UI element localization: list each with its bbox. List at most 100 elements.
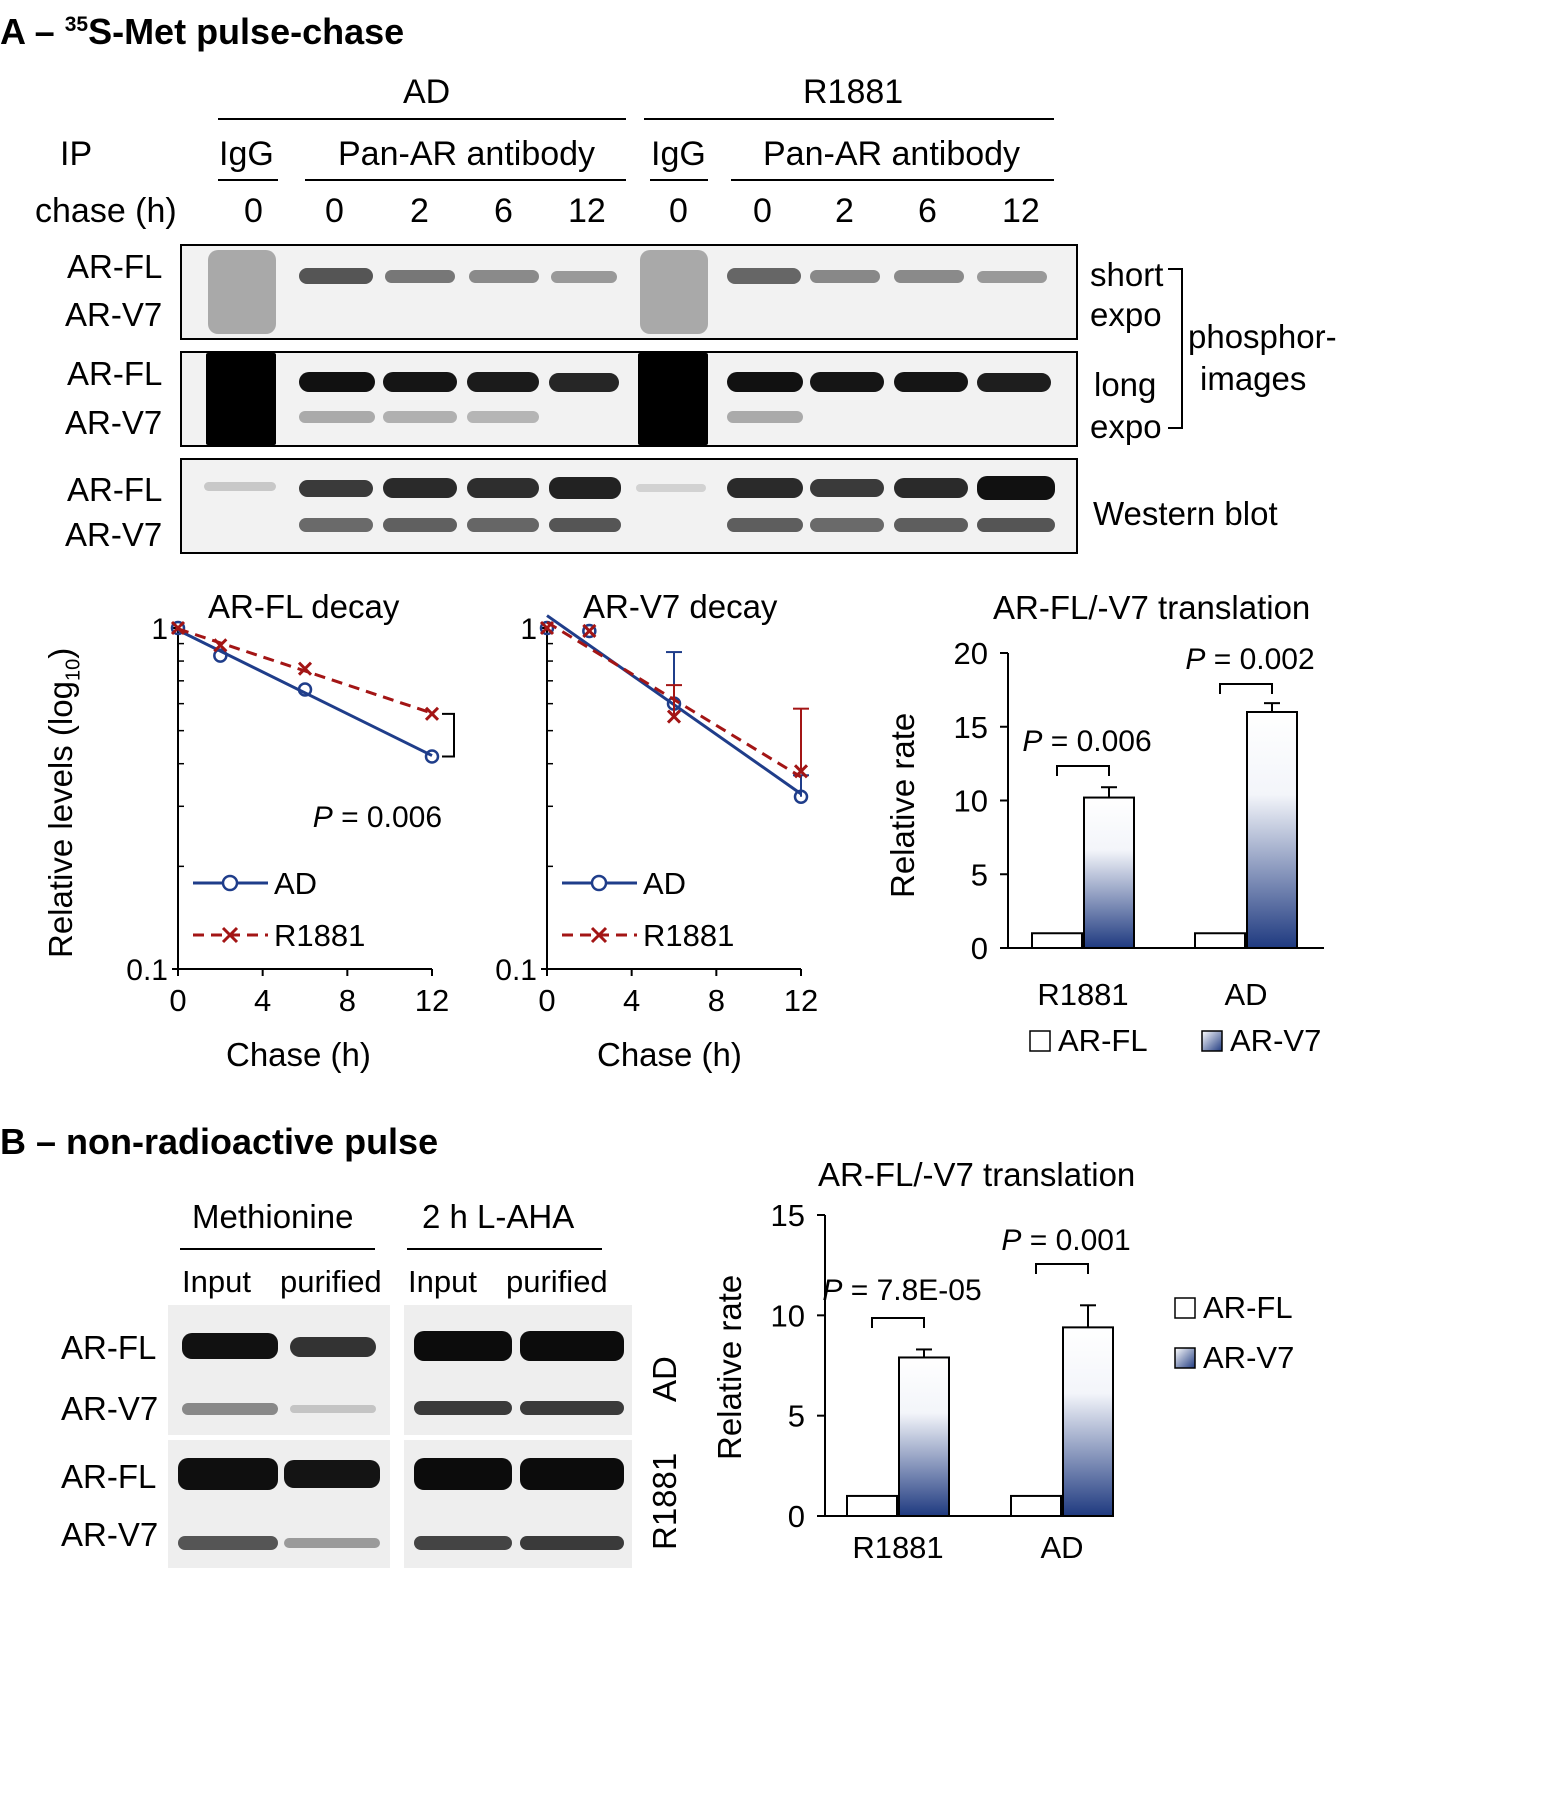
data-point-cross — [539, 620, 555, 636]
data-point-circle — [539, 620, 555, 636]
chase-time: 6 — [494, 192, 513, 230]
significance-bracket — [1035, 1263, 1089, 1274]
methionine-label: Methionine — [192, 1198, 354, 1235]
images-label: images — [1200, 360, 1307, 397]
data-point-circle — [424, 749, 440, 764]
row-label-ar-fl: AR-FL — [61, 1329, 157, 1366]
phosphorimage-long-exposure — [180, 351, 1078, 447]
panel-b-title: B – non-radioactive pulse — [0, 1121, 439, 1162]
legend-label: AD — [643, 866, 686, 901]
divider-igg-r1881 — [650, 179, 708, 181]
p-value-label: P = 0.001 — [1001, 1224, 1130, 1257]
y-tick-label: 20 — [954, 636, 988, 671]
long-label: long — [1094, 366, 1157, 403]
x-tick-label: 0 — [538, 983, 555, 1018]
y-tick-label: 10 — [771, 1298, 805, 1333]
legend-label: AR-V7 — [1230, 1023, 1321, 1058]
pan-ar-label-ad: Pan-AR antibody — [338, 135, 596, 173]
data-point-cross — [213, 638, 228, 653]
x-tick-label: 4 — [623, 983, 640, 1018]
chase-time: 12 — [1002, 192, 1040, 230]
x-axis-label: Chase (h) — [226, 1036, 371, 1073]
legend-label: R1881 — [274, 918, 365, 953]
legend-marker-circle — [590, 874, 608, 892]
divider-pan-r1881 — [731, 179, 1054, 181]
legend-swatch — [1029, 1030, 1051, 1052]
data-point-cross — [582, 623, 597, 639]
series-fit-line-ad — [177, 628, 433, 757]
y-tick-label: 1 — [520, 613, 537, 646]
purified-label: purified — [506, 1264, 608, 1299]
legend-swatch — [1201, 1030, 1223, 1052]
side-label-ad: AD — [646, 1356, 683, 1402]
chart-title-ar-fl-decay: AR-FL decay — [208, 588, 400, 625]
x-tick-label: 8 — [339, 983, 356, 1018]
p-value-label: P = 7.8E-05 — [822, 1274, 981, 1307]
legend-label: AR-FL — [1203, 1290, 1293, 1325]
x-tick-label: 8 — [708, 983, 725, 1018]
legend-swatch — [1174, 1297, 1196, 1319]
expo-label: expo — [1090, 296, 1162, 333]
divider-ad — [218, 118, 626, 120]
expo-label: expo — [1090, 408, 1162, 445]
y-tick-label: 15 — [771, 1198, 805, 1233]
igg-label-r1881: IgG — [651, 135, 706, 173]
bar-ar-fl — [1194, 932, 1246, 949]
row-label-ar-fl: AR-FL — [67, 248, 163, 285]
chase-time: 0 — [325, 192, 344, 230]
input-label: Input — [182, 1264, 251, 1299]
legend-label: AD — [274, 866, 317, 901]
p-value-label: P = 0.006 — [1022, 725, 1151, 758]
translation-bar-chart-b: 0 5 10 15 R1881 P = 7.8E-05 AD P = 0.001 AR-FL AR… — [771, 1198, 1295, 1565]
y-axis-label: Relative levels (log10) — [42, 647, 85, 958]
panel-a-title: A – 35S-Met pulse-chase — [0, 11, 405, 52]
series-fit-line-r1881 — [177, 627, 433, 715]
p-value-label: P = 0.002 — [1185, 643, 1314, 676]
significance-bracket — [871, 1317, 925, 1328]
legend-marker-circle — [221, 874, 239, 892]
divider-laha — [407, 1248, 602, 1250]
laha-label: 2 h L-AHA — [422, 1198, 575, 1235]
bar-ar-v7 — [1062, 1326, 1114, 1517]
category-label: AD — [1040, 1530, 1083, 1565]
side-label-r1881: R1881 — [646, 1452, 683, 1550]
data-point-circle — [793, 789, 809, 804]
exposure-bracket — [1168, 268, 1183, 429]
data-point-cross — [793, 764, 809, 779]
x-tick-label: 4 — [254, 983, 271, 1018]
category-label: R1881 — [852, 1530, 943, 1565]
data-point-cross — [170, 620, 186, 636]
x-tick-label: 12 — [784, 983, 818, 1018]
western-blot-label: Western blot — [1093, 495, 1278, 532]
chart-title-ar-v7-decay: AR-V7 decay — [583, 588, 778, 625]
legend-swatch — [1174, 1347, 1196, 1369]
row-label-ar-fl: AR-FL — [61, 1458, 157, 1495]
ar-v7-decay-chart: 0.1 1 0 4 8 12 AD R1881 — [495, 613, 818, 1018]
row-label-ar-fl: AR-FL — [67, 471, 163, 508]
data-point-cross — [666, 709, 682, 724]
western-blot — [180, 458, 1078, 554]
divider-pan-ad — [305, 179, 626, 181]
chase-time: 6 — [918, 192, 937, 230]
phosphor-label: phosphor- — [1188, 318, 1337, 355]
bar-ar-v7 — [898, 1356, 950, 1517]
chase-time: 0 — [753, 192, 772, 230]
bar-ar-fl — [1031, 932, 1083, 949]
blot-methionine-ad — [168, 1305, 390, 1435]
pan-ar-label-r1881: Pan-AR antibody — [763, 135, 1021, 173]
divider-igg-ad — [218, 179, 278, 181]
bar-ar-fl — [1010, 1494, 1062, 1517]
x-tick-label: 12 — [415, 983, 449, 1018]
blot-methionine-r1881 — [168, 1440, 390, 1568]
significance-bracket — [1219, 683, 1273, 694]
short-label: short — [1090, 256, 1164, 293]
x-axis-label: Chase (h) — [597, 1036, 742, 1073]
data-point-circle — [213, 648, 228, 663]
category-label: R1881 — [1037, 977, 1128, 1012]
row-label-ar-v7: AR-V7 — [61, 1516, 159, 1553]
chase-time: 2 — [410, 192, 429, 230]
divider-methionine — [180, 1248, 375, 1250]
data-point-circle — [582, 623, 597, 639]
p-value-label: P = 0.006 — [313, 801, 442, 834]
input-label: Input — [408, 1264, 477, 1299]
